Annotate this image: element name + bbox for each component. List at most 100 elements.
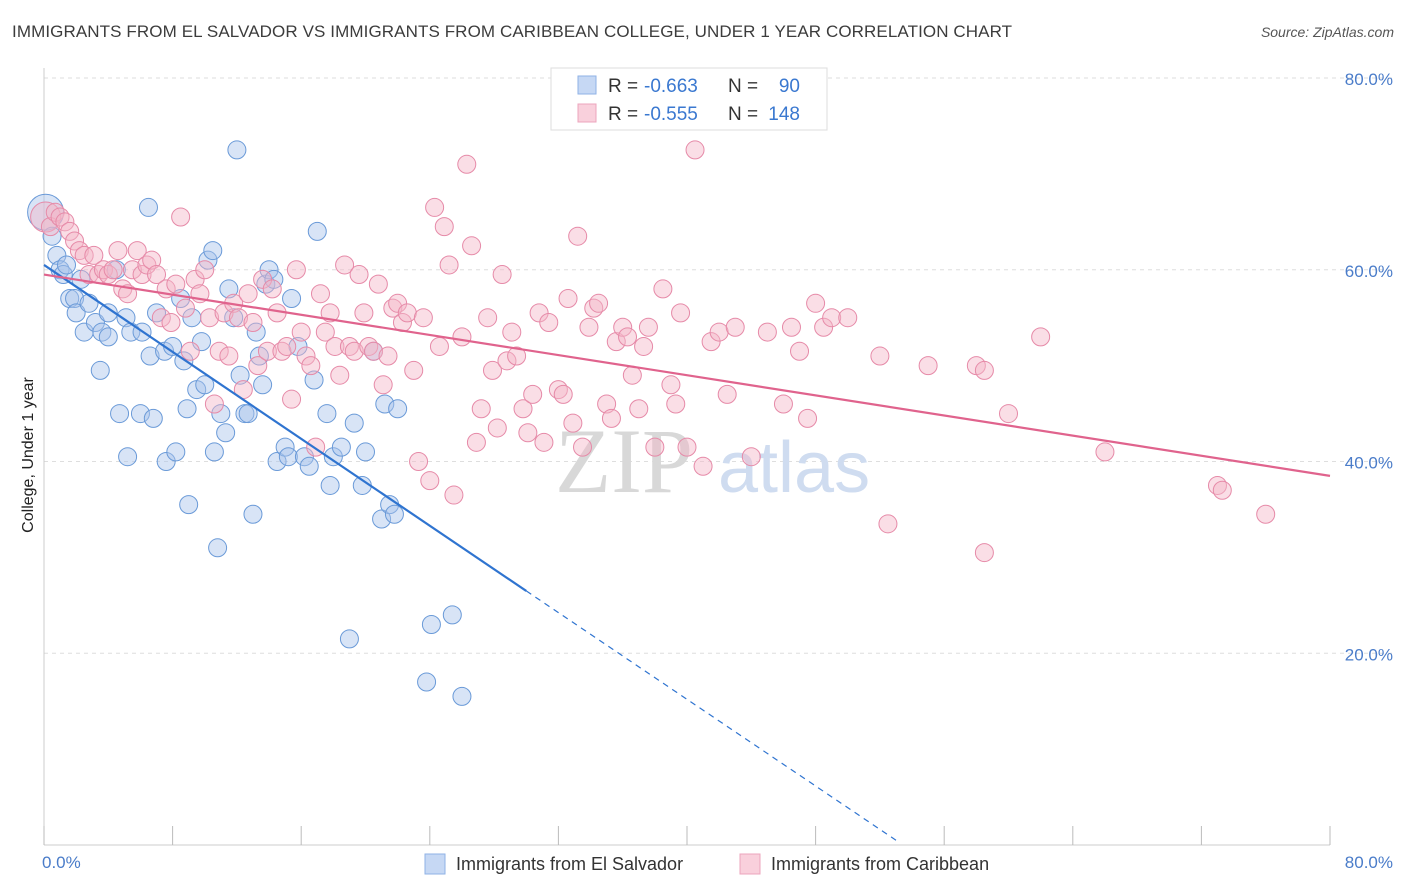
y-tick-label: 40.0% — [1345, 454, 1393, 473]
point-el-salvador — [156, 452, 176, 471]
point-caribbean — [277, 336, 297, 356]
point-caribbean — [378, 346, 398, 366]
point-caribbean — [330, 365, 350, 385]
point-caribbean — [40, 217, 60, 237]
point-caribbean — [790, 341, 810, 361]
point-el-salvador — [307, 221, 327, 241]
point-caribbean — [487, 418, 507, 438]
point-caribbean — [296, 346, 316, 366]
point-caribbean — [518, 423, 538, 443]
point-caribbean — [822, 308, 842, 328]
trend-lines — [43, 264, 1331, 841]
point-caribbean — [439, 255, 459, 275]
point-caribbean — [404, 360, 424, 380]
point-el-salvador — [452, 686, 472, 706]
bottom-legend-swatch-el-salvador — [424, 853, 446, 875]
point-el-salvador — [372, 509, 392, 529]
point-caribbean — [452, 327, 472, 347]
point-caribbean — [622, 365, 642, 385]
legend-r-value-2: -0.555 — [644, 104, 698, 125]
point-caribbean — [666, 394, 686, 414]
point-caribbean — [462, 236, 482, 256]
point-el-salvador — [138, 197, 158, 217]
point-caribbean — [60, 221, 80, 241]
point-caribbean — [185, 269, 205, 289]
legend-box: R = -0.663 N = 90 R = -0.555 N = 148 — [550, 67, 828, 131]
point-caribbean — [132, 265, 152, 285]
point-caribbean — [248, 356, 268, 376]
point-caribbean — [325, 336, 345, 356]
grid-lines — [44, 77, 1392, 654]
point-caribbean — [175, 298, 195, 318]
y-tick-label: 60.0% — [1345, 262, 1393, 281]
point-caribbean — [315, 322, 335, 342]
point-caribbean — [685, 140, 705, 160]
point-el-salvador — [317, 404, 337, 424]
point-caribbean — [373, 375, 393, 395]
point-caribbean — [253, 269, 273, 289]
series-caribbean-points — [30, 140, 1276, 563]
source-label: Source: ZipAtlas.com — [1260, 24, 1394, 40]
point-caribbean — [638, 317, 658, 337]
point-el-salvador — [264, 269, 284, 289]
point-el-salvador — [65, 289, 85, 309]
point-el-salvador — [98, 327, 118, 347]
point-caribbean — [349, 265, 369, 285]
point-el-salvador — [356, 442, 375, 462]
point-el-salvador — [299, 456, 319, 476]
legend-swatch-caribbean — [577, 103, 597, 123]
point-caribbean — [55, 212, 75, 232]
point-el-salvador — [331, 437, 351, 457]
point-caribbean — [629, 399, 649, 419]
point-caribbean — [301, 356, 321, 376]
point-caribbean — [238, 284, 258, 304]
point-caribbean — [30, 201, 62, 233]
point-caribbean — [243, 312, 263, 332]
point-caribbean — [563, 413, 583, 433]
point-el-salvador — [267, 452, 287, 471]
point-caribbean — [413, 308, 433, 328]
point-el-salvador — [90, 360, 110, 380]
point-el-salvador — [203, 241, 223, 261]
point-el-salvador — [118, 447, 138, 467]
point-caribbean — [142, 250, 162, 270]
point-caribbean — [364, 341, 384, 361]
y-axis-label: College, Under 1 year — [20, 377, 37, 533]
legend-swatch-el-salvador — [577, 75, 597, 95]
point-el-salvador — [204, 442, 224, 462]
point-caribbean — [171, 207, 191, 227]
point-caribbean — [1256, 504, 1276, 524]
point-caribbean — [653, 279, 673, 299]
point-caribbean — [806, 293, 826, 313]
point-el-salvador — [79, 293, 99, 313]
point-caribbean — [409, 452, 429, 471]
legend-n-label-1: N = — [728, 76, 758, 97]
legend-n-value-1: 90 — [779, 76, 800, 97]
point-caribbean — [502, 322, 522, 342]
point-caribbean — [166, 274, 186, 294]
axes — [43, 68, 1331, 846]
point-caribbean — [444, 485, 464, 505]
point-caribbean — [310, 284, 330, 304]
series-el-salvador-points — [27, 140, 472, 706]
legend-r-label-1: R = — [608, 76, 638, 97]
point-caribbean — [677, 437, 697, 457]
trend-line-el-salvador-extension — [525, 590, 897, 841]
x-tick-label: 0.0% — [42, 853, 81, 872]
point-caribbean — [579, 317, 599, 337]
point-caribbean — [1095, 442, 1115, 462]
point-caribbean — [214, 303, 234, 323]
legend-r-value-1: -0.663 — [644, 76, 698, 97]
point-el-salvador — [179, 495, 199, 515]
point-caribbean — [219, 346, 239, 366]
bottom-legend-label-el-salvador: Immigrants from El Salvador — [456, 854, 683, 874]
point-el-salvador — [375, 394, 395, 414]
point-caribbean — [671, 303, 691, 323]
point-el-salvador — [177, 399, 197, 419]
chart-title: IMMIGRANTS FROM EL SALVADOR VS IMMIGRANT… — [12, 22, 1013, 41]
point-caribbean — [122, 260, 142, 280]
point-el-salvador — [219, 279, 239, 299]
point-caribbean — [151, 308, 171, 328]
point-el-salvador — [417, 672, 437, 692]
point-el-salvador — [171, 289, 191, 309]
